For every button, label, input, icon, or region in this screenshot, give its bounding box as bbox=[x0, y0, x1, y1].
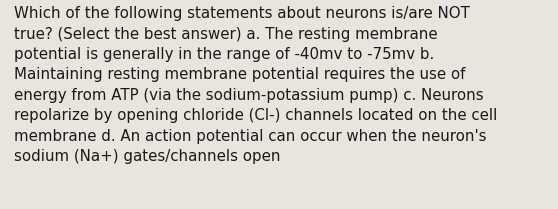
Text: Which of the following statements about neurons is/are NOT
true? (Select the bes: Which of the following statements about … bbox=[14, 6, 497, 164]
